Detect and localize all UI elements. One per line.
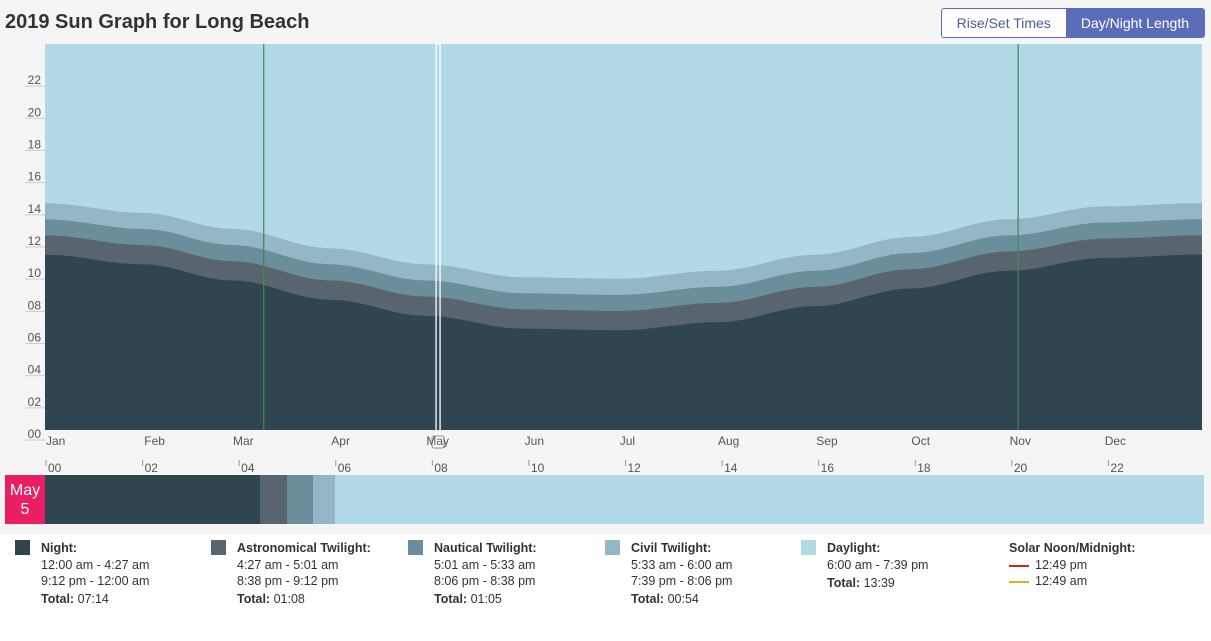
hour-tick-label: 10 <box>531 461 545 475</box>
civil-swatch <box>605 540 620 555</box>
x-month-label: Jul <box>620 434 635 448</box>
legend: Night: 12:00 am - 4:27 am 9:12 pm - 12:0… <box>0 534 1211 641</box>
hour-tick-label: 12 <box>628 461 642 475</box>
legend-night-range-2: 9:12 pm - 12:00 am <box>41 574 150 588</box>
astronomical-swatch <box>211 540 226 555</box>
view-toggle: Rise/Set Times Day/Night Length <box>940 8 1205 38</box>
hour-tick-label: 04 <box>241 461 255 475</box>
legend-civil: Civil Twilight: 5:33 am - 6:00 am 7:39 p… <box>605 540 732 607</box>
solar-midnight-line-icon <box>1009 580 1029 583</box>
x-month-label: Nov <box>1010 434 1031 448</box>
legend-nautical-range-1: 5:01 am - 5:33 am <box>434 558 536 572</box>
x-month-label: Jan <box>46 434 65 448</box>
day-timeline-bar: May 5 <box>5 475 1204 524</box>
legend-nautical-title: Nautical Twilight: <box>434 541 537 555</box>
legend-day-total-label: Total: <box>827 576 861 590</box>
sun-graph-chart[interactable]: 00 02 04 06 08 10 12 14 16 18 20 22 Jan Feb Mar Apr May J… <box>0 40 1211 475</box>
hour-tick-label: 08 <box>434 461 448 475</box>
x-month-label: Mar <box>233 434 254 448</box>
legend-civil-range-1: 5:33 am - 6:00 am <box>631 558 733 572</box>
legend-day-title: Daylight: <box>827 541 881 555</box>
x-month-label: May <box>426 434 449 448</box>
selected-date-day: 5 <box>20 501 30 518</box>
page-title: 2019 Sun Graph for Long Beach <box>5 11 310 33</box>
x-month-label: Dec <box>1105 434 1126 448</box>
legend-night-total: 07:14 <box>77 592 109 606</box>
y-tick-label: 04 <box>28 363 42 377</box>
legend-night-total-label: Total: <box>41 592 75 606</box>
legend-astronomical: Astronomical Twilight: 4:27 am - 5:01 am… <box>211 540 371 607</box>
day-night-length-button[interactable]: Day/Night Length <box>1065 9 1204 37</box>
legend-nautical-total-label: Total: <box>434 592 468 606</box>
hour-tick-label: 16 <box>821 461 835 475</box>
legend-civil-range-2: 7:39 pm - 8:06 pm <box>631 574 733 588</box>
legend-nautical: Nautical Twilight: 5:01 am - 5:33 am 8:0… <box>408 540 537 607</box>
legend-night-title: Night: <box>41 541 78 555</box>
legend-civil-total-label: Total: <box>631 592 665 606</box>
legend-day-range-1: 6:00 am - 7:39 pm <box>827 558 929 572</box>
selected-date-badge: May 5 <box>5 475 45 524</box>
legend-solar-noon: Solar Noon/Midnight: 12:49 pm 12:49 am <box>1009 540 1135 589</box>
rise-set-times-button[interactable]: Rise/Set Times <box>941 9 1066 37</box>
hour-tick-label: 02 <box>145 461 159 475</box>
x-month-label: Oct <box>911 434 930 448</box>
selected-date-month: May <box>9 482 41 499</box>
legend-astro-range-2: 8:38 pm - 9:12 pm <box>237 574 339 588</box>
legend-astro-total: 01:08 <box>273 592 305 606</box>
x-month-label: Feb <box>144 434 165 448</box>
legend-night: Night: 12:00 am - 4:27 am 9:12 pm - 12:0… <box>15 540 149 607</box>
timeline-segment-night <box>45 475 260 524</box>
timeline-segment-nautical <box>287 475 314 524</box>
y-tick-label: 16 <box>28 170 42 184</box>
timeline-segment-astro <box>259 475 288 524</box>
solar-noon-line-icon <box>1009 564 1029 567</box>
night-swatch <box>15 540 30 555</box>
timeline-segment-day <box>334 475 1204 524</box>
y-tick-label: 18 <box>28 138 42 152</box>
legend-solar-title: Solar Noon/Midnight: <box>1009 541 1136 555</box>
timeline-segment-civil <box>313 475 335 524</box>
legend-civil-total: 00:54 <box>667 592 699 606</box>
x-month-label: Sep <box>816 434 838 448</box>
y-tick-label: 22 <box>28 73 42 87</box>
x-month-label: Apr <box>331 434 350 448</box>
hour-tick-label: 20 <box>1014 461 1028 475</box>
legend-nautical-range-2: 8:06 pm - 8:38 pm <box>434 574 536 588</box>
solar-midnight-time: 12:49 am <box>1035 574 1088 588</box>
y-tick-label: 14 <box>28 202 42 216</box>
hour-tick-label: 06 <box>338 461 352 475</box>
area-night <box>45 254 1202 430</box>
legend-civil-title: Civil Twilight: <box>631 541 712 555</box>
daylight-swatch <box>801 540 816 555</box>
y-tick-label: 02 <box>28 395 42 409</box>
selected-day-handle <box>431 435 445 449</box>
nautical-swatch <box>408 540 423 555</box>
legend-day-total: 13:39 <box>863 576 895 590</box>
hour-tick-label: 22 <box>1110 461 1124 475</box>
y-tick-label: 06 <box>28 331 42 345</box>
y-tick-label: 08 <box>28 298 42 312</box>
hour-tick-label: 00 <box>48 461 62 475</box>
x-month-label: Jun <box>525 434 544 448</box>
legend-astro-range-1: 4:27 am - 5:01 am <box>237 558 339 572</box>
y-tick-label: 20 <box>28 105 42 119</box>
legend-daylight: Daylight: 6:00 am - 7:39 pm Total: 13:39 <box>801 540 928 591</box>
y-tick-label: 12 <box>28 234 42 248</box>
legend-night-range-1: 12:00 am - 4:27 am <box>41 558 150 572</box>
x-month-label: Aug <box>718 434 739 448</box>
legend-nautical-total: 01:05 <box>470 592 502 606</box>
solar-noon-time: 12:49 pm <box>1035 558 1088 572</box>
legend-astro-total-label: Total: <box>237 592 271 606</box>
y-tick-label: 10 <box>28 266 42 280</box>
hour-tick-label: 18 <box>917 461 931 475</box>
hour-tick-label: 14 <box>724 461 738 475</box>
legend-astro-title: Astronomical Twilight: <box>237 541 371 555</box>
y-tick-label: 00 <box>28 427 42 441</box>
